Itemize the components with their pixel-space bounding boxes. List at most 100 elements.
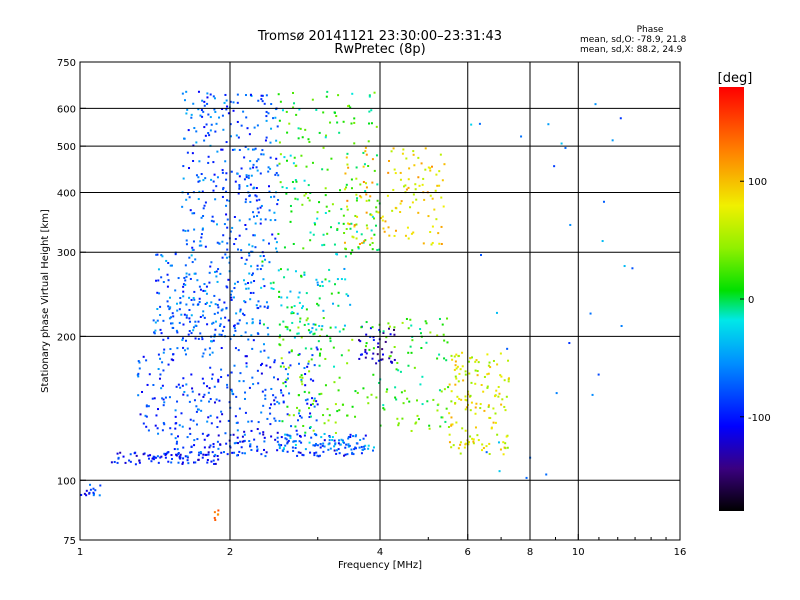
- data-point: [157, 279, 160, 282]
- data-point: [316, 281, 319, 284]
- data-point: [417, 176, 420, 179]
- data-point: [207, 433, 210, 436]
- data-point: [260, 372, 263, 375]
- data-point: [382, 227, 385, 230]
- data-point: [322, 146, 325, 149]
- data-point: [191, 261, 194, 264]
- data-point: [220, 451, 223, 454]
- data-point: [147, 429, 150, 432]
- data-point: [256, 169, 259, 172]
- data-point: [217, 268, 220, 271]
- data-point: [353, 121, 356, 124]
- data-point: [264, 139, 267, 142]
- data-point: [259, 350, 262, 353]
- data-point: [262, 323, 265, 326]
- data-point: [368, 94, 371, 97]
- data-point: [255, 160, 258, 163]
- data-point: [256, 449, 259, 452]
- data-point: [212, 445, 215, 448]
- data-point: [143, 452, 146, 455]
- data-point: [296, 454, 299, 457]
- data-point: [243, 430, 246, 433]
- data-point: [298, 291, 301, 294]
- data-point: [314, 442, 317, 445]
- data-point: [474, 360, 477, 363]
- data-point: [188, 296, 191, 299]
- data-point: [343, 267, 346, 270]
- data-point: [244, 301, 247, 304]
- data-point: [375, 362, 378, 365]
- data-point: [249, 183, 252, 186]
- data-point: [248, 252, 251, 255]
- data-point: [326, 232, 329, 235]
- data-point: [407, 186, 410, 189]
- data-point: [160, 254, 163, 257]
- data-point: [424, 147, 427, 150]
- data-point: [211, 351, 214, 354]
- data-point: [458, 372, 461, 375]
- data-point: [255, 199, 258, 202]
- data-point: [472, 440, 475, 443]
- data-point: [288, 414, 291, 417]
- data-point: [201, 377, 204, 380]
- data-point: [316, 211, 319, 214]
- data-point: [478, 122, 481, 125]
- data-point: [276, 449, 279, 452]
- data-point: [238, 185, 241, 188]
- data-point: [623, 265, 626, 268]
- data-point: [315, 419, 318, 422]
- data-point: [273, 376, 276, 379]
- data-point: [407, 327, 410, 330]
- data-point: [181, 384, 184, 387]
- data-point: [448, 412, 451, 415]
- data-point: [301, 203, 304, 206]
- data-point: [202, 395, 205, 398]
- data-point: [186, 456, 189, 459]
- data-point: [431, 225, 434, 228]
- data-point: [304, 431, 307, 434]
- data-point: [303, 194, 306, 197]
- data-point: [206, 420, 209, 423]
- data-point: [377, 346, 380, 349]
- data-point: [144, 414, 147, 417]
- data-point: [317, 304, 320, 307]
- data-point: [176, 347, 179, 350]
- data-point: [201, 314, 204, 317]
- data-point: [235, 422, 238, 425]
- data-point: [368, 199, 371, 202]
- data-point: [299, 451, 302, 454]
- data-point: [200, 452, 203, 455]
- data-point: [294, 197, 297, 200]
- data-point: [225, 190, 228, 193]
- data-point: [220, 376, 223, 379]
- data-point: [294, 443, 297, 446]
- data-point: [207, 155, 210, 158]
- data-point: [156, 291, 159, 294]
- data-point: [259, 364, 262, 367]
- data-point: [261, 149, 264, 152]
- data-point: [345, 183, 348, 186]
- data-point: [337, 94, 340, 97]
- data-point: [498, 392, 501, 395]
- data-point: [257, 421, 260, 424]
- data-point: [341, 439, 344, 442]
- data-point: [317, 340, 320, 343]
- data-point: [171, 322, 174, 325]
- data-point: [183, 137, 186, 140]
- data-point: [306, 365, 309, 368]
- data-point: [284, 437, 287, 440]
- data-point: [298, 301, 301, 304]
- data-point: [323, 432, 326, 435]
- data-point: [159, 456, 162, 459]
- data-point: [322, 450, 325, 453]
- data-point: [255, 166, 258, 169]
- data-point: [313, 433, 316, 436]
- data-point: [255, 195, 258, 198]
- data-point: [296, 198, 299, 201]
- data-point: [388, 357, 391, 360]
- data-point: [415, 421, 418, 424]
- data-point: [273, 359, 276, 362]
- data-point: [308, 391, 311, 394]
- data-point: [431, 197, 434, 200]
- data-point: [283, 246, 286, 249]
